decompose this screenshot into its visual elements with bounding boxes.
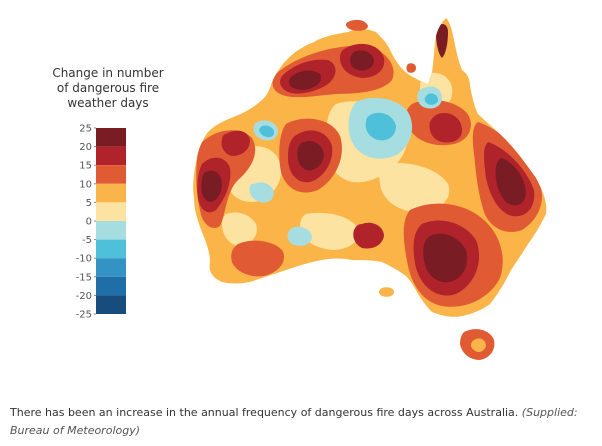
- darkred-zone-north: [288, 70, 322, 90]
- darkred-zone-top-end: [350, 50, 374, 71]
- legend-title: Change in number of dangerous fire weath…: [44, 66, 172, 111]
- legend-tick-label: 20: [79, 142, 92, 153]
- legend-tick-label: -20: [76, 291, 92, 302]
- tasmania-inner: [471, 338, 486, 353]
- legend-band-5: [96, 221, 126, 240]
- kangaroo-island: [379, 287, 394, 297]
- legend-tick-label: -25: [76, 310, 92, 321]
- legend-band-7: [96, 258, 126, 277]
- legend-tick-label: 15: [79, 161, 92, 172]
- legend-band-6: [96, 239, 126, 259]
- red-zone-north-central: [429, 112, 462, 143]
- orange-zone-south-coast: [231, 240, 284, 277]
- figure-caption: There has been an increase in the annual…: [10, 404, 600, 440]
- legend-title-line-1: Change in number: [52, 66, 164, 80]
- legend-band-8: [96, 276, 126, 296]
- blue-zone-east: [424, 93, 438, 105]
- legend-tick-labels: 25 20 15 10 5 0 -5 -10 -15 -20 -25: [76, 124, 96, 321]
- legend-band-4: [96, 202, 126, 221]
- legend-color-bands: [96, 128, 126, 314]
- caption-text: There has been an increase in the annual…: [10, 406, 519, 419]
- australia-map: [193, 18, 547, 360]
- legend-band-3: [96, 183, 126, 203]
- legend-tick-label: 25: [79, 124, 92, 135]
- legend-tick-label: -15: [76, 272, 92, 283]
- fire-change-zones: [196, 24, 542, 307]
- legend-tick-label: 5: [86, 198, 92, 209]
- red-zone-kimberley: [221, 130, 250, 156]
- legend-title-line-2: of dangerous fire: [56, 81, 160, 95]
- legend-title-line-3: weather days: [67, 96, 149, 110]
- legend-band-1: [96, 146, 126, 166]
- blue-zone-west: [259, 125, 274, 138]
- lightblue-zone-interior: [249, 182, 274, 203]
- color-legend: 25 20 15 10 5 0 -5 -10 -15 -20 -25: [76, 124, 126, 321]
- legend-tick-label: 0: [86, 217, 92, 228]
- legend-tick-label: 10: [79, 179, 92, 190]
- darkred-zone-nsw: [423, 233, 468, 283]
- darkred-zone-west: [201, 170, 222, 202]
- legend-tick-label: -5: [82, 235, 92, 246]
- legend-tick-label: -10: [76, 254, 92, 265]
- lightblue-zone-south: [287, 226, 312, 246]
- light-zone-south: [300, 212, 359, 250]
- legend-band-0: [96, 128, 126, 147]
- caption-source: (Supplied: Bureau of Meteorology): [10, 406, 578, 437]
- darkred-zone-pilbara: [297, 140, 324, 171]
- groote-eylandt: [406, 63, 416, 73]
- blue-zone-central: [365, 112, 396, 141]
- melville-island: [345, 19, 368, 31]
- red-zone-south-central: [353, 222, 384, 249]
- darkred-zone-cape: [436, 24, 448, 58]
- legend-band-9: [96, 295, 126, 314]
- light-zone-central-east: [379, 162, 450, 212]
- legend-band-2: [96, 165, 126, 184]
- darkred-zone-queensland: [495, 158, 526, 206]
- light-zone-southwest: [222, 212, 257, 246]
